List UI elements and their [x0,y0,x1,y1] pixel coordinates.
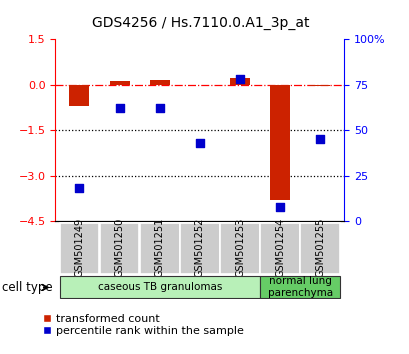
Bar [149,80,169,85]
Point [316,136,323,142]
Bar [109,81,129,85]
Bar [260,276,339,298]
Text: GSM501255: GSM501255 [315,217,324,277]
Point [236,76,243,82]
Point [196,140,203,146]
Bar [300,223,339,274]
Bar [229,79,249,85]
Text: GSM501254: GSM501254 [274,217,285,277]
Bar [310,85,330,86]
Point [116,105,123,111]
Text: GSM501253: GSM501253 [234,217,245,277]
Text: GSM501250: GSM501250 [114,217,124,277]
Text: GDS4256 / Hs.7110.0.A1_3p_at: GDS4256 / Hs.7110.0.A1_3p_at [92,16,309,30]
Point [76,185,83,191]
Bar [69,85,89,106]
Point [156,105,163,111]
Text: normal lung
parenchyma: normal lung parenchyma [267,276,332,298]
Bar [59,223,99,274]
Point [276,204,283,210]
Bar [59,276,259,298]
Bar [139,223,179,274]
Text: GSM501251: GSM501251 [154,217,164,277]
Text: caseous TB granulomas: caseous TB granulomas [97,282,221,292]
Bar [270,85,290,200]
Legend: transformed count, percentile rank within the sample: transformed count, percentile rank withi… [43,314,243,336]
Bar [260,223,299,274]
Text: GSM501252: GSM501252 [194,217,204,277]
Text: GSM501249: GSM501249 [74,218,84,277]
Bar [99,223,139,274]
Bar [180,223,219,274]
Bar [220,223,259,274]
Text: cell type: cell type [2,281,52,294]
